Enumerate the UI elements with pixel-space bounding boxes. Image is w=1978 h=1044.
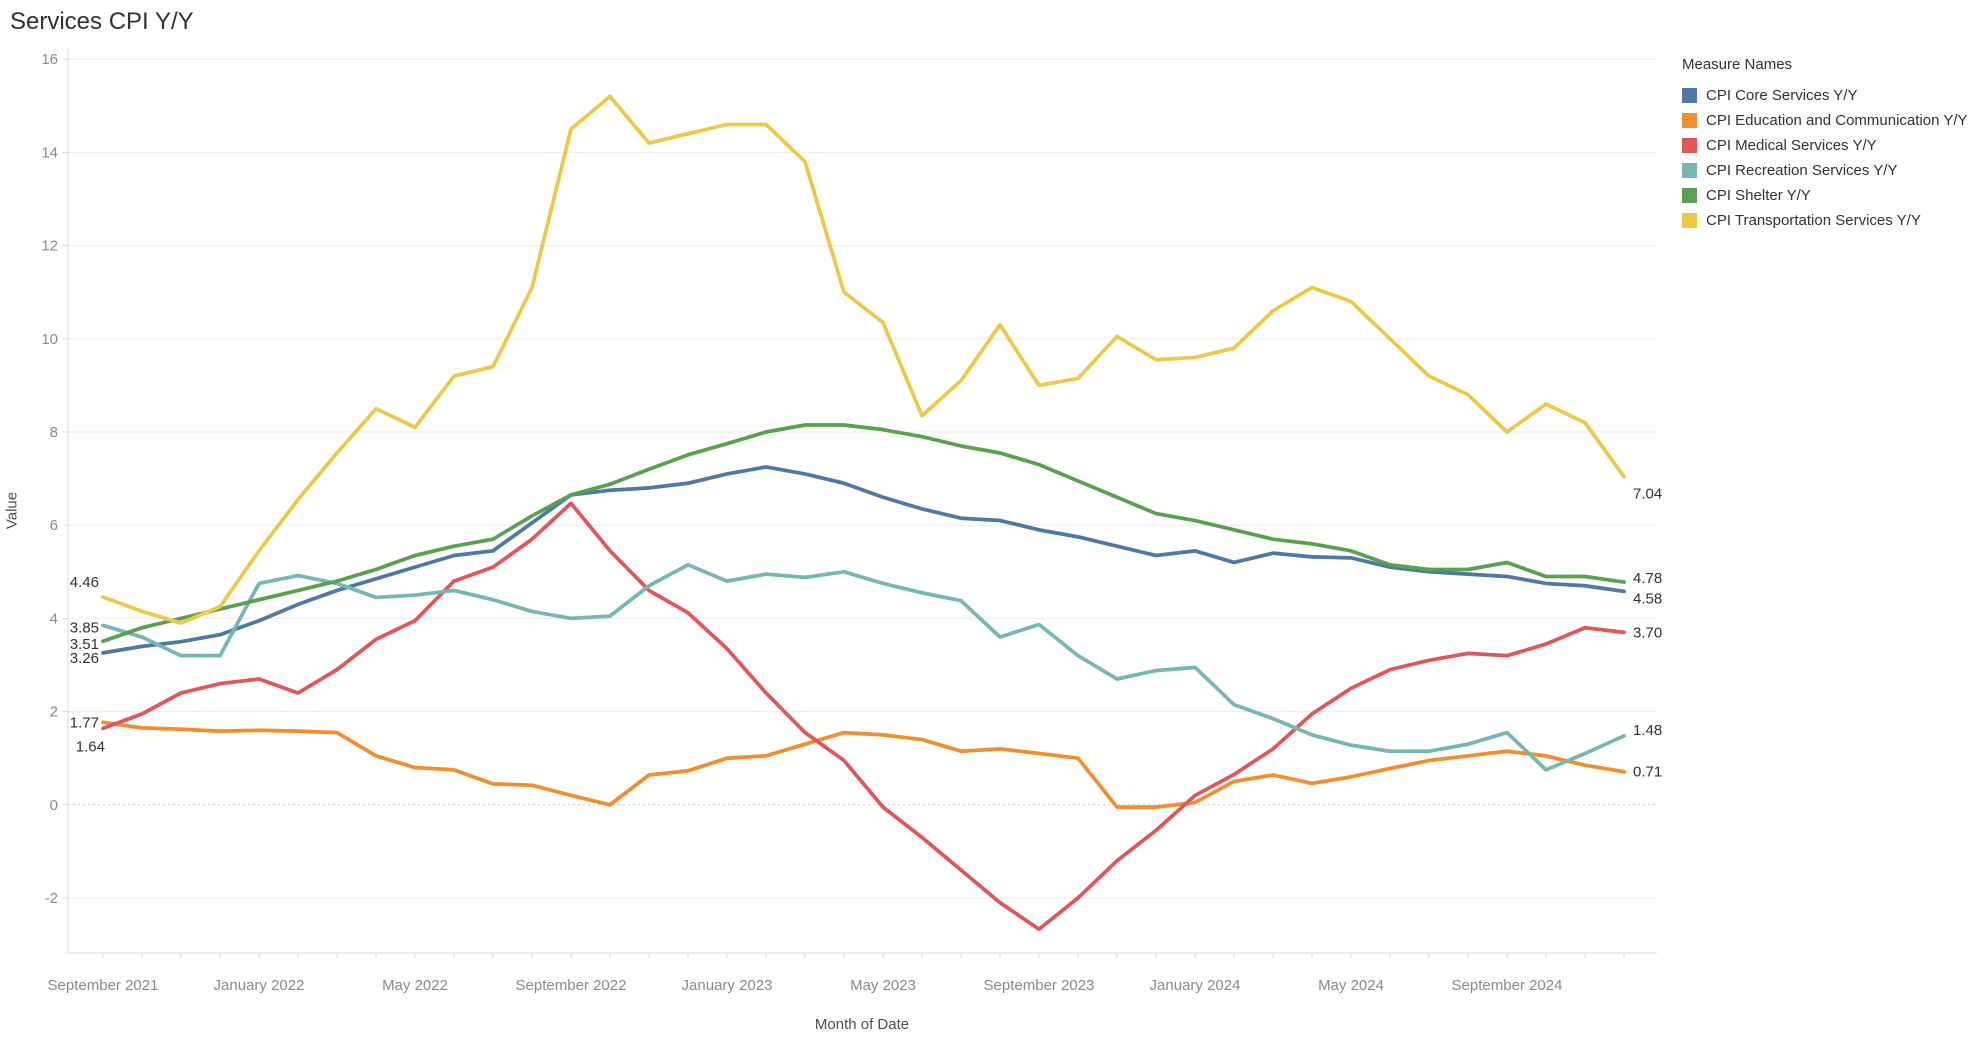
legend-item-label: CPI Medical Services Y/Y xyxy=(1706,137,1877,154)
series-line-cpi-recreation-services-y-y[interactable] xyxy=(101,562,1626,772)
y-axis-title: Value xyxy=(3,491,21,530)
start-value-label: 1.64 xyxy=(76,738,105,755)
chart-title: Services CPI Y/Y xyxy=(10,8,194,35)
legend-swatch-icon xyxy=(1682,138,1697,153)
end-value-label: 7.04 xyxy=(1633,486,1662,503)
x-tick-label: September 2022 xyxy=(516,977,627,994)
start-value-label: 1.77 xyxy=(70,714,99,731)
legend-swatch-icon xyxy=(1682,213,1697,228)
y-tick-label: 6 xyxy=(50,517,58,534)
y-tick-label: 0 xyxy=(50,797,58,814)
legend-swatch-icon xyxy=(1682,163,1697,178)
y-tick-label: 12 xyxy=(41,238,58,255)
series-line-cpi-shelter-y-y[interactable] xyxy=(101,423,1626,644)
y-tick-label: 10 xyxy=(41,331,58,348)
legend-item-label: CPI Transportation Services Y/Y xyxy=(1706,212,1921,229)
x-tick-label: September 2021 xyxy=(48,977,159,994)
x-tick-label: January 2022 xyxy=(214,977,305,994)
legend-swatch-icon xyxy=(1682,113,1697,128)
y-tick-label: 8 xyxy=(50,424,58,441)
legend-swatch-icon xyxy=(1682,88,1697,103)
end-value-label: 4.78 xyxy=(1633,570,1662,587)
y-tick-label: 16 xyxy=(41,51,58,68)
legend-title: Measure Names xyxy=(1682,56,1793,73)
legend-item[interactable]: CPI Medical Services Y/Y xyxy=(1682,133,1968,158)
legend-item-label: CPI Education and Communication Y/Y xyxy=(1706,112,1968,129)
x-tick-label: May 2023 xyxy=(850,977,916,994)
start-value-label: 3.51 xyxy=(70,636,99,653)
x-tick-label: May 2022 xyxy=(382,977,448,994)
x-tick-label: May 2024 xyxy=(1318,977,1384,994)
series-line-cpi-core-services-y-y[interactable] xyxy=(101,465,1626,655)
series-line-cpi-medical-services-y-y[interactable] xyxy=(101,501,1626,932)
x-tick-label: January 2024 xyxy=(1150,977,1241,994)
legend-item[interactable]: CPI Education and Communication Y/Y xyxy=(1682,108,1968,133)
legend-item[interactable]: CPI Core Services Y/Y xyxy=(1682,83,1968,108)
y-tick-label: -2 xyxy=(45,890,58,907)
end-value-label: 4.58 xyxy=(1633,590,1662,607)
legend-item[interactable]: CPI Shelter Y/Y xyxy=(1682,183,1968,208)
legend-item[interactable]: CPI Recreation Services Y/Y xyxy=(1682,158,1968,183)
x-tick-label: September 2024 xyxy=(1452,977,1563,994)
x-axis-title: Month of Date xyxy=(814,1016,910,1033)
start-value-label: 3.85 xyxy=(70,619,99,636)
start-value-label: 4.46 xyxy=(70,574,99,591)
legend-items: CPI Core Services Y/Y CPI Education and C… xyxy=(1682,83,1968,233)
series-line-cpi-education-and-communication-y-y[interactable] xyxy=(101,720,1626,810)
x-tick-label: January 2023 xyxy=(682,977,773,994)
legend-item-label: CPI Recreation Services Y/Y xyxy=(1706,162,1898,179)
y-tick-label: 2 xyxy=(50,704,58,721)
end-value-label: 1.48 xyxy=(1633,722,1662,739)
legend-swatch-icon xyxy=(1682,188,1697,203)
legend-item-label: CPI Shelter Y/Y xyxy=(1706,187,1811,204)
end-value-label: 0.71 xyxy=(1633,764,1662,781)
legend-item[interactable]: CPI Transportation Services Y/Y xyxy=(1682,208,1968,233)
start-value-label: 3.26 xyxy=(70,650,99,667)
y-tick-label: 4 xyxy=(50,610,58,627)
y-tick-label: 14 xyxy=(41,144,58,161)
end-value-label: 3.70 xyxy=(1633,624,1662,641)
series-line-cpi-transportation-services-y-y[interactable] xyxy=(101,94,1626,625)
legend: Measure Names CPI Core Services Y/Y CPI E… xyxy=(1682,56,1968,233)
x-tick-label: September 2023 xyxy=(984,977,1095,994)
legend-item-label: CPI Core Services Y/Y xyxy=(1706,87,1858,104)
